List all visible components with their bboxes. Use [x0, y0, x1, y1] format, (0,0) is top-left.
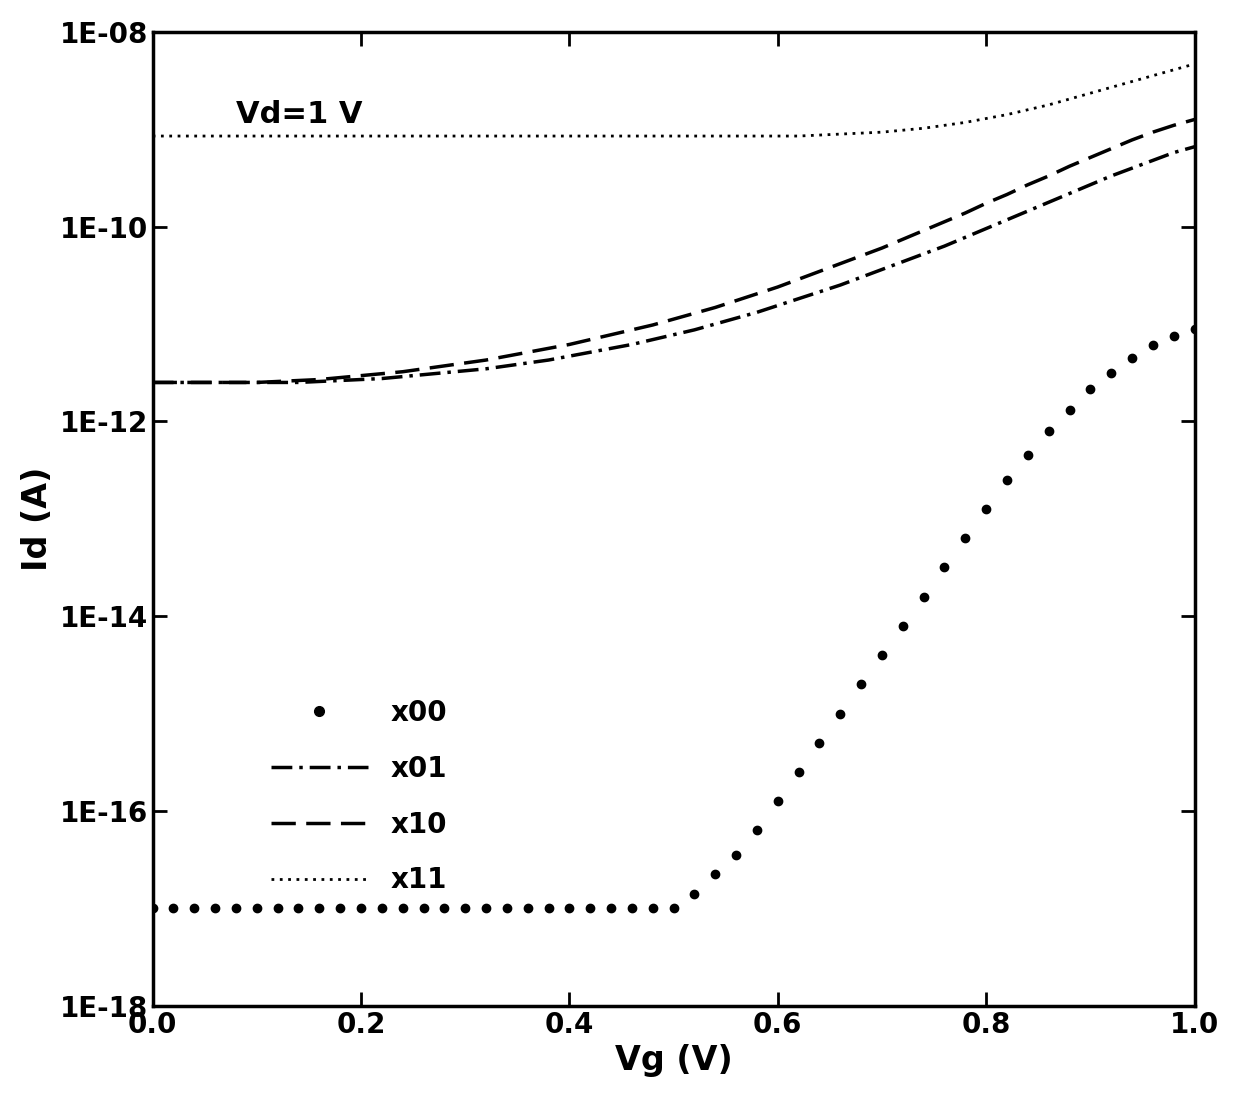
Text: Vd=1 V: Vd=1 V — [236, 100, 362, 128]
Line: x10: x10 — [153, 120, 1194, 382]
x11 — [833, 127, 848, 141]
x01 — [833, 279, 848, 292]
x01 — [374, 372, 389, 385]
x00 — [1167, 329, 1182, 343]
x00 — [479, 901, 494, 915]
Legend: x00, x01, x10, x11: x00, x01, x10, x11 — [270, 699, 446, 895]
x11 — [374, 130, 389, 143]
x10 — [374, 367, 389, 380]
x10 — [479, 354, 494, 367]
Line: x01: x01 — [153, 147, 1194, 382]
x00 — [833, 707, 848, 720]
x11 — [1167, 64, 1182, 77]
x01 — [1187, 141, 1202, 154]
x01 — [145, 376, 160, 389]
x11 — [145, 130, 160, 143]
x11 — [895, 124, 910, 137]
x00 — [458, 901, 472, 915]
x00 — [374, 901, 389, 915]
x10 — [895, 233, 910, 246]
X-axis label: Vg (V): Vg (V) — [615, 1044, 733, 1077]
x01 — [1167, 146, 1182, 159]
x10 — [833, 257, 848, 270]
x11 — [1187, 57, 1202, 70]
x00 — [1187, 323, 1202, 336]
x01 — [479, 362, 494, 376]
x11 — [458, 130, 472, 143]
Y-axis label: Id (A): Id (A) — [21, 467, 53, 571]
x10 — [145, 376, 160, 389]
x11 — [479, 130, 494, 143]
x10 — [1167, 119, 1182, 132]
Line: x00: x00 — [149, 325, 1199, 912]
x00 — [145, 901, 160, 915]
x01 — [458, 365, 472, 378]
x10 — [458, 357, 472, 370]
x00 — [895, 619, 910, 632]
x10 — [1187, 113, 1202, 126]
Line: x11: x11 — [153, 64, 1194, 136]
x01 — [895, 255, 910, 268]
